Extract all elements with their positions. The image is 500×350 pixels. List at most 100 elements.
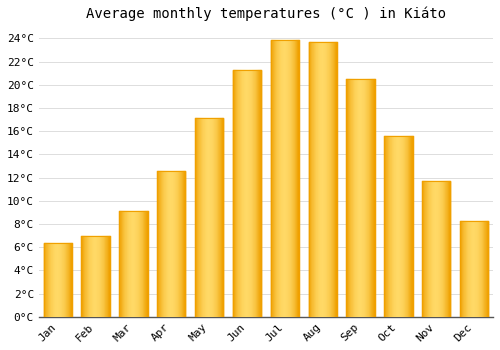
- Bar: [70, 243, 71, 317]
- Bar: [207, 118, 208, 317]
- Bar: [254, 70, 255, 317]
- Bar: [329, 42, 330, 317]
- Bar: [71, 243, 72, 317]
- Bar: [246, 70, 247, 317]
- Bar: [485, 220, 486, 317]
- Bar: [143, 211, 144, 317]
- Bar: [82, 236, 83, 317]
- Bar: [464, 220, 465, 317]
- Bar: [358, 79, 359, 317]
- Bar: [206, 118, 207, 317]
- Bar: [326, 42, 328, 317]
- Bar: [197, 118, 198, 317]
- Bar: [251, 70, 252, 317]
- Bar: [437, 181, 438, 317]
- Bar: [169, 171, 170, 317]
- Bar: [260, 70, 261, 317]
- Bar: [374, 79, 375, 317]
- Bar: [441, 181, 442, 317]
- Bar: [50, 243, 51, 317]
- Bar: [347, 79, 348, 317]
- Bar: [321, 42, 322, 317]
- Bar: [119, 211, 120, 317]
- Bar: [46, 243, 47, 317]
- Bar: [474, 220, 476, 317]
- Bar: [333, 42, 334, 317]
- Bar: [159, 171, 160, 317]
- Bar: [99, 236, 100, 317]
- Bar: [469, 220, 470, 317]
- Bar: [353, 79, 354, 317]
- Bar: [163, 171, 164, 317]
- Bar: [402, 136, 403, 317]
- Bar: [404, 136, 405, 317]
- Title: Average monthly temperatures (°C ) in Kiáto: Average monthly temperatures (°C ) in Ki…: [86, 7, 446, 21]
- Bar: [472, 220, 473, 317]
- Bar: [389, 136, 390, 317]
- Bar: [439, 181, 440, 317]
- Bar: [125, 211, 126, 317]
- Bar: [130, 211, 131, 317]
- Bar: [131, 211, 132, 317]
- Bar: [64, 243, 65, 317]
- Bar: [363, 79, 364, 317]
- Bar: [195, 118, 196, 317]
- Bar: [219, 118, 220, 317]
- Bar: [241, 70, 242, 317]
- Bar: [271, 40, 272, 317]
- Bar: [473, 220, 474, 317]
- Bar: [486, 220, 487, 317]
- Bar: [272, 40, 273, 317]
- Bar: [100, 236, 102, 317]
- Bar: [222, 118, 223, 317]
- Bar: [433, 181, 434, 317]
- Bar: [217, 118, 218, 317]
- Bar: [257, 70, 258, 317]
- Bar: [366, 79, 367, 317]
- Bar: [185, 171, 186, 317]
- Bar: [424, 181, 425, 317]
- Bar: [405, 136, 406, 317]
- Bar: [124, 211, 125, 317]
- Bar: [351, 79, 352, 317]
- Bar: [127, 211, 128, 317]
- Bar: [364, 79, 365, 317]
- Bar: [177, 171, 178, 317]
- Bar: [435, 181, 436, 317]
- Bar: [438, 181, 439, 317]
- Bar: [487, 220, 488, 317]
- Bar: [325, 42, 326, 317]
- Bar: [461, 220, 462, 317]
- Bar: [199, 118, 200, 317]
- Bar: [255, 70, 256, 317]
- Bar: [215, 118, 216, 317]
- Bar: [482, 220, 483, 317]
- Bar: [288, 40, 289, 317]
- Bar: [293, 40, 294, 317]
- Bar: [58, 243, 59, 317]
- Bar: [211, 118, 212, 317]
- Bar: [346, 79, 347, 317]
- Bar: [384, 136, 385, 317]
- Bar: [447, 181, 448, 317]
- Bar: [144, 211, 145, 317]
- Bar: [158, 171, 159, 317]
- Bar: [196, 118, 197, 317]
- Bar: [107, 236, 108, 317]
- Bar: [146, 211, 147, 317]
- Bar: [106, 236, 107, 317]
- Bar: [426, 181, 427, 317]
- Bar: [47, 243, 48, 317]
- Bar: [178, 171, 179, 317]
- Bar: [237, 70, 238, 317]
- Bar: [318, 42, 320, 317]
- Bar: [287, 40, 288, 317]
- Bar: [102, 236, 103, 317]
- Bar: [370, 79, 371, 317]
- Bar: [399, 136, 400, 317]
- Bar: [54, 243, 55, 317]
- Bar: [314, 42, 315, 317]
- Bar: [283, 40, 284, 317]
- Bar: [484, 220, 485, 317]
- Bar: [122, 211, 123, 317]
